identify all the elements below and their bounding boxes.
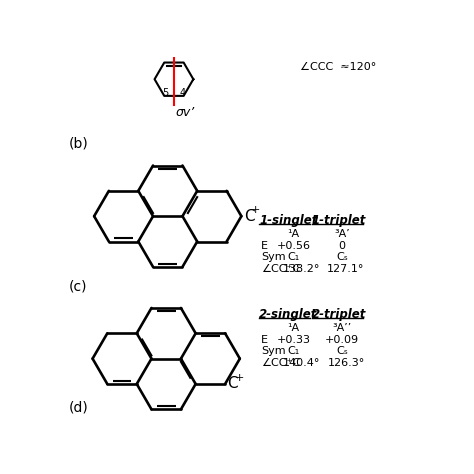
Text: C₁: C₁ (287, 346, 300, 356)
Text: +: + (235, 373, 244, 383)
Text: 138.2°: 138.2° (283, 264, 320, 274)
Text: 4: 4 (180, 88, 185, 98)
Text: Sym: Sym (261, 346, 285, 356)
Text: ∠CCC  ≈120°: ∠CCC ≈120° (300, 62, 376, 72)
Text: (c): (c) (69, 279, 87, 293)
Text: ∠CC⁺C: ∠CC⁺C (261, 358, 300, 368)
Text: ¹A: ¹A (287, 323, 300, 333)
Text: 2-triplet: 2-triplet (312, 308, 366, 321)
Text: 1-triplet: 1-triplet (312, 214, 366, 227)
Text: +: + (251, 205, 260, 215)
Text: 127.1°: 127.1° (328, 264, 365, 274)
Text: (b): (b) (69, 137, 88, 151)
Text: 0: 0 (338, 241, 346, 251)
Text: C₁: C₁ (287, 253, 300, 263)
Text: Cₛ: Cₛ (336, 253, 348, 263)
Text: ∠CC⁺C: ∠CC⁺C (261, 264, 300, 274)
Text: C: C (228, 376, 238, 392)
Text: ¹A: ¹A (287, 229, 300, 239)
Text: σv’: σv’ (175, 106, 195, 119)
Text: ³A’: ³A’ (334, 229, 350, 239)
Text: 126.3°: 126.3° (328, 358, 365, 368)
Text: 5: 5 (162, 88, 169, 98)
Text: 140.4°: 140.4° (283, 358, 320, 368)
Text: +0.33: +0.33 (276, 335, 310, 345)
Text: E: E (261, 241, 268, 251)
Text: 2-singlet: 2-singlet (259, 308, 318, 321)
Text: C: C (244, 209, 255, 224)
Text: 1-singlet: 1-singlet (259, 214, 318, 227)
Text: Cₛ: Cₛ (336, 346, 348, 356)
Text: E: E (261, 335, 268, 345)
Text: Sym: Sym (261, 253, 285, 263)
Text: (d): (d) (69, 401, 88, 414)
Text: ³A’’: ³A’’ (332, 323, 352, 333)
Text: +0.09: +0.09 (325, 335, 359, 345)
Text: +0.56: +0.56 (276, 241, 310, 251)
